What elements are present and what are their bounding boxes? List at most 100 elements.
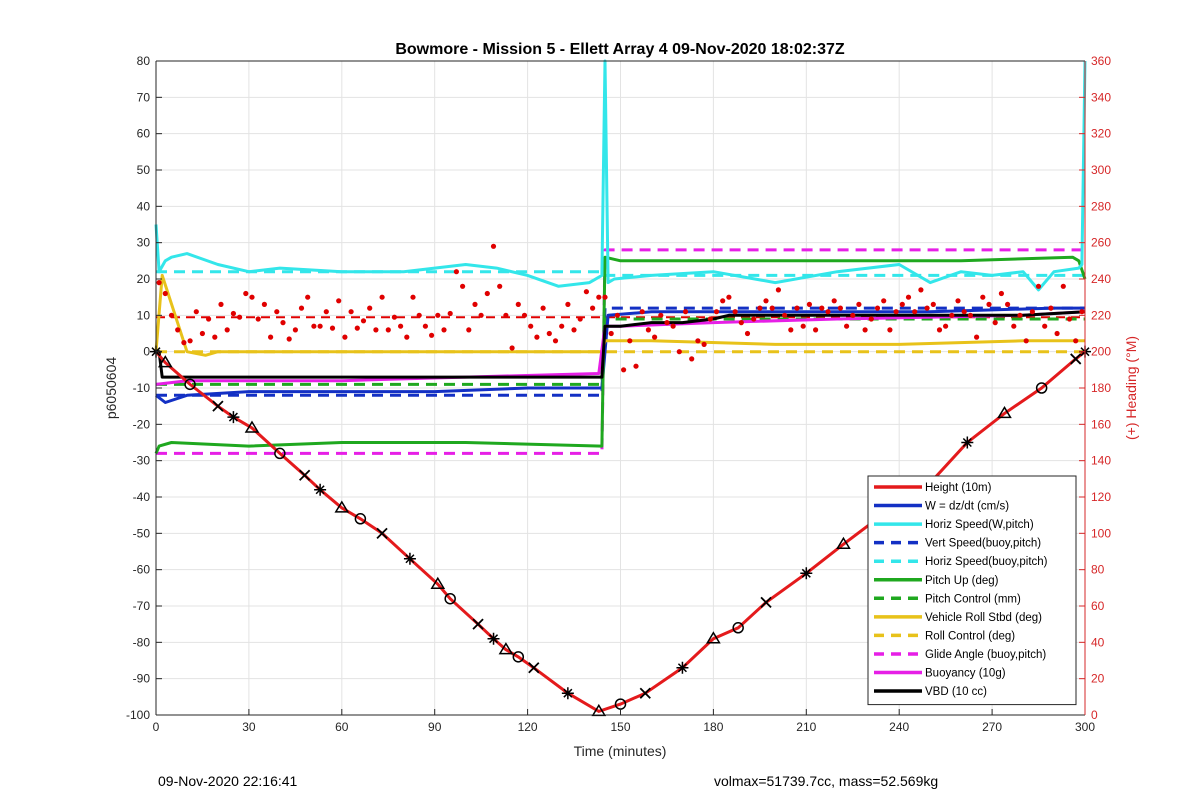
heading-point	[1048, 305, 1054, 311]
y-tick-label: 70	[137, 90, 151, 104]
height-marker	[274, 447, 286, 460]
heading-point	[955, 298, 961, 304]
heading-point	[1017, 312, 1023, 318]
height-marker	[157, 355, 173, 368]
series-lines	[150, 59, 1091, 717]
heading-point	[193, 309, 199, 315]
heading-point	[590, 305, 596, 311]
heading-point	[918, 287, 924, 293]
heading-point	[627, 338, 633, 344]
heading-point	[329, 325, 336, 331]
height-marker	[444, 592, 456, 605]
y-tick-label: 60	[137, 127, 151, 141]
heading-point	[212, 334, 218, 340]
heading-point	[478, 312, 484, 318]
heading-point	[237, 314, 243, 320]
heading-point	[503, 312, 509, 318]
x-tick-label: 270	[982, 720, 1002, 734]
heading-point	[751, 316, 757, 322]
heading-point	[342, 334, 348, 340]
heading-point	[1079, 309, 1085, 315]
y-right-tick-label: 120	[1091, 490, 1111, 504]
height-marker	[676, 661, 689, 674]
series-line	[155, 306, 1085, 404]
heading-point	[255, 316, 261, 322]
heading-point	[596, 294, 602, 300]
x-tick-label: 90	[428, 720, 442, 734]
heading-point	[181, 340, 187, 346]
heading-point	[881, 298, 887, 304]
heading-point	[367, 305, 373, 311]
heading-point	[782, 312, 788, 318]
heading-point	[311, 323, 317, 329]
heading-point	[441, 327, 447, 333]
y-right-tick-label: 60	[1091, 599, 1105, 613]
heading-point	[305, 294, 311, 300]
y-right-tick-label: 80	[1091, 563, 1105, 577]
heading-point	[614, 312, 621, 318]
heading-point	[317, 323, 323, 329]
heading-point	[1066, 316, 1073, 322]
height-marker	[403, 552, 416, 565]
y-tick-label: 40	[137, 199, 151, 213]
heading-point	[850, 312, 856, 318]
heading-point	[472, 301, 478, 307]
y-tick-label: -80	[133, 635, 151, 649]
heading-point	[769, 305, 775, 311]
height-marker	[244, 420, 260, 433]
height-marker	[354, 513, 367, 525]
heading-point	[676, 349, 682, 355]
heading-point	[187, 338, 193, 344]
heading-point	[899, 301, 905, 307]
height-marker	[639, 687, 651, 699]
height-marker	[561, 687, 574, 700]
heading-point	[986, 301, 992, 307]
y-right-tick-label: 200	[1091, 345, 1111, 359]
series-line	[156, 310, 1086, 379]
heading-point	[385, 327, 391, 333]
heading-point	[571, 327, 577, 333]
heading-point	[682, 309, 689, 315]
heading-point	[1029, 309, 1035, 315]
heading-point	[967, 312, 974, 318]
height-marker	[1035, 382, 1048, 394]
series-line	[154, 255, 1087, 454]
heading-point	[206, 316, 212, 322]
x-tick-label: 60	[335, 720, 349, 734]
heading-point	[998, 290, 1005, 297]
y-tick-label: 50	[137, 163, 151, 177]
height-marker	[314, 483, 327, 496]
heading-point	[738, 320, 744, 326]
heading-point	[218, 301, 224, 307]
height-marker	[227, 411, 240, 424]
heading-point	[974, 334, 980, 340]
heading-point	[930, 301, 936, 307]
y-right-tick-label: 360	[1091, 54, 1111, 68]
heading-point	[354, 325, 360, 331]
y-right-tick-label: 100	[1091, 526, 1111, 540]
heading-point	[292, 327, 298, 333]
x-tick-label: 210	[796, 720, 816, 734]
y-right-tick-label: 240	[1091, 272, 1111, 286]
legend-entry-label: Pitch Up (deg)	[925, 575, 999, 587]
x-tick-label: 150	[610, 720, 630, 734]
x-tick-label: 240	[889, 720, 909, 734]
heading-point	[466, 327, 472, 333]
heading-point	[168, 312, 175, 318]
y-tick-label: -70	[133, 599, 151, 613]
heading-point	[348, 309, 354, 315]
heading-point	[261, 301, 267, 307]
heading-point	[874, 305, 881, 311]
chart-title: Bowmore - Mission 5 - Ellett Array 4 09-…	[395, 41, 845, 58]
heading-point	[1060, 283, 1066, 289]
y-tick-label: -10	[133, 381, 151, 395]
heading-point	[831, 298, 837, 304]
height-marker	[512, 651, 525, 663]
heading-point	[515, 301, 521, 307]
heading-point	[961, 309, 967, 315]
heading-point	[552, 338, 559, 344]
height-marker	[498, 642, 514, 655]
x-tick-label: 180	[703, 720, 723, 734]
heading-point	[763, 298, 769, 304]
height-marker	[997, 405, 1012, 419]
